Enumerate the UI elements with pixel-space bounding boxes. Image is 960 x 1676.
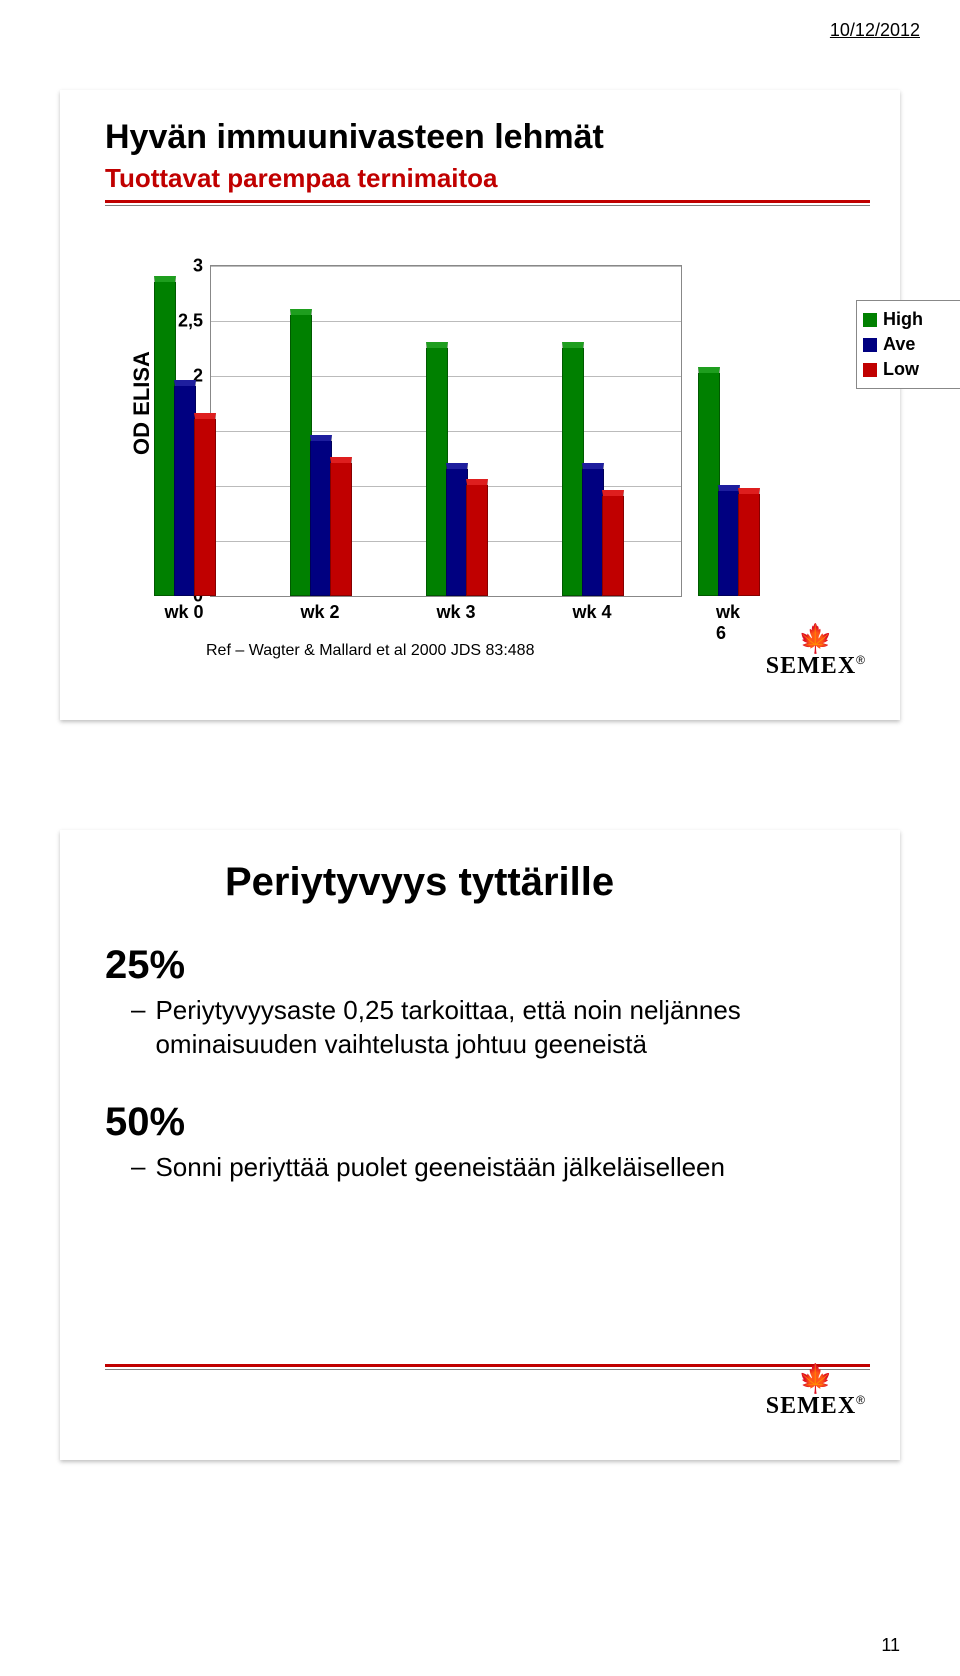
maple-leaf-icon: 🍁 [798,1365,833,1393]
chart-reference: Ref – Wagter & Mallard et al 2000 JDS 83… [206,642,534,660]
logo-text-row: SEMEX® [766,653,865,680]
x-tick-label: wk 2 [300,602,339,623]
bar-low [194,413,216,596]
bar-high [698,367,720,596]
gridline [211,266,681,267]
slide2-body: Periytyvyys tyttärille 25%–Periytyvyysas… [105,860,855,1184]
logo-text-row: SEMEX® [766,1393,865,1420]
rule-grey [105,1369,870,1370]
bar-high [562,342,584,597]
bar-high [154,276,176,597]
bullet-item: –Sonni periyttää puolet geeneistään jälk… [131,1151,855,1185]
bar-low [738,488,760,596]
bar-low [602,490,624,596]
legend-label: Low [883,359,919,380]
x-tick-label: wk 3 [436,602,475,623]
logo-text: SEMEX [766,653,856,679]
page-number: 11 [881,1635,900,1656]
legend-label: High [883,309,923,330]
bar-high [426,342,448,597]
logo-reg: ® [856,1393,865,1407]
rule-red [105,200,870,203]
bar-ave [718,485,740,597]
bullet-text: Sonni periyttää puolet geeneistään jälke… [155,1151,725,1185]
date-header: 10/12/2012 [830,20,920,41]
legend-item: Ave [863,334,960,355]
logo-text: SEMEX [766,1393,856,1419]
bar-ave [310,435,332,596]
x-tick-label: wk 0 [164,602,203,623]
bullet-item: –Periytyvyysaste 0,25 tarkoittaa, että n… [131,994,855,1062]
legend-item: High [863,309,960,330]
slide-1: Hyvän immuunivasteen lehmät Tuottavat pa… [60,90,900,720]
percentage: 50% [105,1100,855,1145]
maple-leaf-icon: 🍁 [798,625,833,653]
title-rule [105,200,870,206]
gridline [211,321,681,322]
logo-reg: ® [856,653,865,667]
page: 10/12/2012 11 Hyvän immuunivasteen lehmä… [0,0,960,1676]
rule-red [105,1364,870,1367]
bullet-text: Periytyvyysaste 0,25 tarkoittaa, että no… [155,994,855,1062]
slide1-subtitle: Tuottavat parempaa ternimaitoa [105,163,900,194]
bar-low [330,457,352,596]
legend-swatch [863,338,877,352]
semex-logo: 🍁 SEMEX® [766,625,865,680]
legend-swatch [863,313,877,327]
slide2-items: 25%–Periytyvyysaste 0,25 tarkoittaa, ett… [105,943,855,1184]
legend-item: Low [863,359,960,380]
legend: High Ave Low [856,300,960,389]
bar-ave [446,463,468,597]
y-tick-label: 3 [193,256,203,277]
rule-bottom [105,1364,870,1370]
x-tick-label: wk 6 [716,602,740,644]
slide2-heading: Periytyvyys tyttärille [225,860,855,905]
slide1-title: Hyvän immuunivasteen lehmät [105,118,870,157]
slide-2: Periytyvyys tyttärille 25%–Periytyvyysas… [60,830,900,1460]
bar-high [290,309,312,597]
dash-icon: – [131,1151,145,1185]
percentage: 25% [105,943,855,988]
y-axis-label: OD ELISA [129,351,155,455]
legend-swatch [863,363,877,377]
legend-label: Ave [883,334,915,355]
semex-logo: 🍁 SEMEX® [766,1365,865,1420]
plot-area: 00,511,522,53wk 0wk 2wk 3wk 4wk 6 [210,265,682,597]
x-tick-label: wk 4 [572,602,611,623]
rule-grey [105,205,870,206]
bar-low [466,479,488,596]
bar-ave [582,463,604,597]
bar-ave [174,380,196,596]
y-tick-label: 2,5 [178,311,203,332]
dash-icon: – [131,994,145,1062]
bar-chart: OD ELISA 00,511,522,53wk 0wk 2wk 3wk 4wk… [110,240,850,640]
